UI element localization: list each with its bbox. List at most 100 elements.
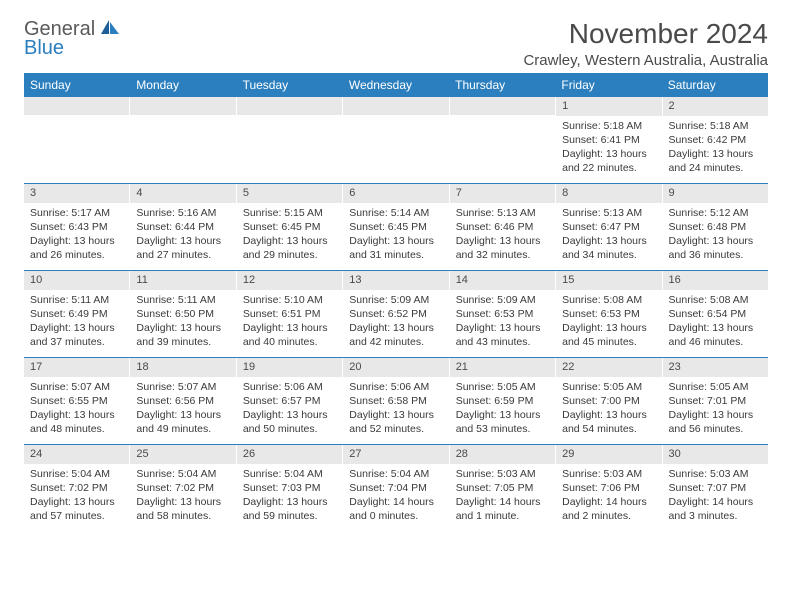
day-line: Sunset: 6:48 PM <box>669 220 762 234</box>
day-number: 17 <box>24 358 129 377</box>
day-body: Sunrise: 5:04 AMSunset: 7:03 PMDaylight:… <box>237 464 342 528</box>
weekday-header: Thursday <box>449 74 555 96</box>
day-cell: 14Sunrise: 5:09 AMSunset: 6:53 PMDayligh… <box>450 271 556 357</box>
day-line: Sunrise: 5:04 AM <box>349 467 442 481</box>
day-number: 24 <box>24 445 129 464</box>
weekday-header: Saturday <box>662 74 768 96</box>
day-line: Daylight: 13 hours <box>456 234 549 248</box>
day-body: Sunrise: 5:06 AMSunset: 6:58 PMDaylight:… <box>343 377 448 441</box>
day-line: Daylight: 13 hours <box>562 408 655 422</box>
day-line: Daylight: 13 hours <box>243 495 336 509</box>
day-line: Sunrise: 5:09 AM <box>456 293 549 307</box>
day-number: 20 <box>343 358 448 377</box>
day-line: Daylight: 13 hours <box>456 321 549 335</box>
day-line: Sunrise: 5:03 AM <box>562 467 655 481</box>
day-line: Sunset: 6:49 PM <box>30 307 123 321</box>
day-line: Daylight: 14 hours <box>456 495 549 509</box>
day-line: and 32 minutes. <box>456 248 549 262</box>
day-line: Daylight: 13 hours <box>349 234 442 248</box>
day-line: and 37 minutes. <box>30 335 123 349</box>
day-line: Sunset: 6:43 PM <box>30 220 123 234</box>
day-cell: 20Sunrise: 5:06 AMSunset: 6:58 PMDayligh… <box>343 358 449 444</box>
location: Crawley, Western Australia, Australia <box>523 52 768 69</box>
day-line: Daylight: 14 hours <box>562 495 655 509</box>
day-line: Sunset: 6:53 PM <box>456 307 549 321</box>
day-number: 21 <box>450 358 555 377</box>
day-line: and 2 minutes. <box>562 509 655 523</box>
day-number: 30 <box>663 445 768 464</box>
day-line: Daylight: 13 hours <box>30 321 123 335</box>
day-line: Sunset: 6:45 PM <box>243 220 336 234</box>
day-number: 29 <box>556 445 661 464</box>
day-line: Sunset: 7:06 PM <box>562 481 655 495</box>
logo-text-bottom: Blue <box>24 38 121 58</box>
day-line: Sunset: 6:56 PM <box>136 394 229 408</box>
day-line: Sunset: 7:02 PM <box>30 481 123 495</box>
calendar: SundayMondayTuesdayWednesdayThursdayFrid… <box>24 73 768 531</box>
day-cell: 28Sunrise: 5:03 AMSunset: 7:05 PMDayligh… <box>450 445 556 531</box>
day-body: Sunrise: 5:10 AMSunset: 6:51 PMDaylight:… <box>237 290 342 354</box>
week-row: 3Sunrise: 5:17 AMSunset: 6:43 PMDaylight… <box>24 183 768 270</box>
day-line: Daylight: 14 hours <box>349 495 442 509</box>
day-line: and 46 minutes. <box>669 335 762 349</box>
day-line: Sunrise: 5:10 AM <box>243 293 336 307</box>
week-row: 24 Sunrise: 5:04 AM Sunset: 7:02 PM Dayligh… <box>24 444 768 531</box>
day-body: Sunrise: 5:13 AMSunset: 6:46 PMDaylight:… <box>450 203 555 267</box>
weekday-header: Tuesday <box>237 74 343 96</box>
day-line: Daylight: 13 hours <box>669 408 762 422</box>
day-line: Sunset: 6:59 PM <box>456 394 549 408</box>
day-line: Daylight: 13 hours <box>243 408 336 422</box>
day-line: Daylight: 13 hours <box>349 321 442 335</box>
day-cell <box>24 97 130 183</box>
day-line: Daylight: 13 hours <box>30 234 123 248</box>
day-line: and 0 minutes. <box>349 509 442 523</box>
day-line: Sunset: 6:54 PM <box>669 307 762 321</box>
day-line: Sunrise: 5:07 AM <box>136 380 229 394</box>
day-line: Sunrise: 5:05 AM <box>456 380 549 394</box>
weekday-header-row: SundayMondayTuesdayWednesdayThursdayFrid… <box>24 74 768 96</box>
day-line: and 59 minutes. <box>243 509 336 523</box>
day-number: 8 <box>556 184 661 203</box>
day-line: Sunrise: 5:05 AM <box>562 380 655 394</box>
day-line: Sunset: 6:44 PM <box>136 220 229 234</box>
day-line: Sunset: 6:53 PM <box>562 307 655 321</box>
day-line: Sunset: 7:04 PM <box>349 481 442 495</box>
day-line: Sunrise: 5:16 AM <box>136 206 229 220</box>
day-cell: 30Sunrise: 5:03 AMSunset: 7:07 PMDayligh… <box>663 445 768 531</box>
day-line: and 1 minute. <box>456 509 549 523</box>
day-cell: 18Sunrise: 5:07 AMSunset: 6:56 PMDayligh… <box>130 358 236 444</box>
day-cell: 21Sunrise: 5:05 AMSunset: 6:59 PMDayligh… <box>450 358 556 444</box>
day-number: 18 <box>130 358 235 377</box>
logo-text-top: General <box>24 19 95 39</box>
day-line: Sunrise: 5:03 AM <box>456 467 549 481</box>
day-body: Sunrise: 5:08 AMSunset: 6:53 PMDaylight:… <box>556 290 661 354</box>
day-body: Sunrise: 5:07 AMSunset: 6:55 PMDaylight:… <box>24 377 129 441</box>
day-cell: 6Sunrise: 5:14 AMSunset: 6:45 PMDaylight… <box>343 184 449 270</box>
day-cell: 23Sunrise: 5:05 AMSunset: 7:01 PMDayligh… <box>663 358 768 444</box>
day-line: Sunrise: 5:13 AM <box>456 206 549 220</box>
day-line: Daylight: 13 hours <box>243 234 336 248</box>
day-cell: 3Sunrise: 5:17 AMSunset: 6:43 PMDaylight… <box>24 184 130 270</box>
day-line: Sunset: 6:51 PM <box>243 307 336 321</box>
day-line: and 29 minutes. <box>243 248 336 262</box>
day-line: Daylight: 13 hours <box>136 321 229 335</box>
day-cell: 11Sunrise: 5:11 AMSunset: 6:50 PMDayligh… <box>130 271 236 357</box>
day-cell: 29 Sunrise: 5:03 AMSunset: 7:06 PMDayligh… <box>556 445 662 531</box>
day-body: Sunrise: 5:05 AMSunset: 6:59 PMDaylight:… <box>450 377 555 441</box>
day-line: Sunrise: 5:14 AM <box>349 206 442 220</box>
week-row: 10Sunrise: 5:11 AMSunset: 6:49 PMDayligh… <box>24 270 768 357</box>
day-number <box>24 97 129 115</box>
day-number: 19 <box>237 358 342 377</box>
day-number: 5 <box>237 184 342 203</box>
day-number <box>450 97 555 115</box>
day-line: Sunrise: 5:06 AM <box>349 380 442 394</box>
day-cell: 4Sunrise: 5:16 AMSunset: 6:44 PMDaylight… <box>130 184 236 270</box>
day-line: and 34 minutes. <box>562 248 655 262</box>
day-line: Sunrise: 5:04 AM <box>136 467 229 481</box>
day-body: Sunrise: 5:03 AMSunset: 7:07 PMDaylight:… <box>663 464 768 528</box>
day-cell: 22Sunrise: 5:05 AMSunset: 7:00 PMDayligh… <box>556 358 662 444</box>
day-body: Sunrise: 5:12 AMSunset: 6:48 PMDaylight:… <box>663 203 768 267</box>
day-line: Daylight: 13 hours <box>349 408 442 422</box>
day-line: and 42 minutes. <box>349 335 442 349</box>
day-body: Sunrise: 5:16 AMSunset: 6:44 PMDaylight:… <box>130 203 235 267</box>
